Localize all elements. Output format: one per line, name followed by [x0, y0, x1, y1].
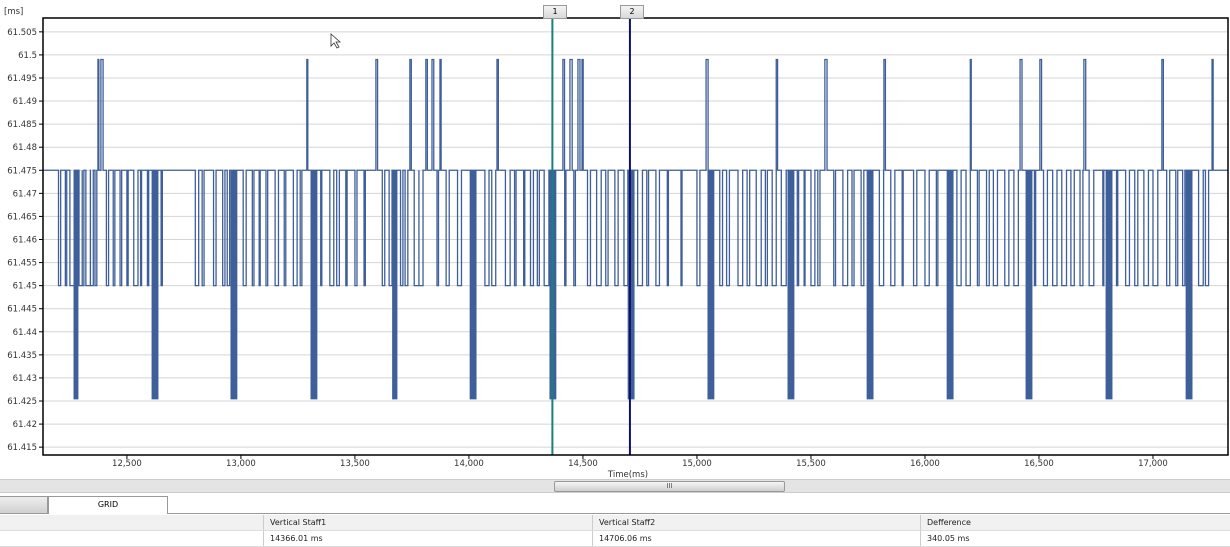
- x-tick-label: 14,000: [454, 459, 484, 469]
- y-tick-label: 61.46: [13, 235, 37, 245]
- cursor-1-handle[interactable]: 1: [543, 5, 567, 19]
- y-tick-label: 61.49: [13, 97, 37, 107]
- header-blank: [0, 515, 6, 530]
- grid-header-row: Vertical Staff1 Vertical Staff2 Defferen…: [0, 515, 1230, 531]
- header-vertical-staff2[interactable]: Vertical Staff2: [592, 515, 655, 530]
- y-tick-label: 61.475: [7, 166, 37, 176]
- x-tick-label: 15,000: [682, 459, 712, 469]
- y-tick-label: 61.5: [18, 51, 37, 61]
- scroll-thumb[interactable]: III: [554, 481, 785, 492]
- y-tick-label: 61.44: [13, 328, 37, 338]
- tab-previous[interactable]: [0, 496, 48, 514]
- x-tick-label: 16,000: [910, 459, 940, 469]
- y-tick-label: 61.445: [7, 305, 37, 315]
- x-tick-label: 17,000: [1138, 459, 1168, 469]
- horizontal-scrollbar[interactable]: III: [0, 479, 1230, 493]
- y-tick-label: 61.43: [13, 374, 37, 384]
- y-tick-label: 61.465: [7, 212, 37, 222]
- cursor-grid: Vertical Staff1 Vertical Staff2 Defferen…: [0, 515, 1230, 547]
- grid-row[interactable]: 14366.01 ms 14706.06 ms 340.05 ms: [0, 531, 1230, 547]
- cell-difference: 340.05 ms: [920, 531, 970, 546]
- cursor-2-handle[interactable]: 2: [620, 5, 644, 19]
- y-tick-label: 61.505: [7, 28, 37, 38]
- x-tick-label: 13,500: [340, 459, 370, 469]
- y-tick-label: 61.455: [7, 259, 37, 269]
- y-tick-label: 61.42: [13, 420, 37, 430]
- y-tick-label: 61.425: [7, 397, 37, 407]
- y-tick-label: 61.48: [13, 143, 37, 153]
- x-axis-label: Time(ms): [607, 470, 648, 478]
- x-tick-label: 14,500: [568, 459, 598, 469]
- plot-frame: [42, 17, 1229, 456]
- y-axis-label: [ms]: [4, 7, 23, 17]
- chart[interactable]: 61.505 61.5 61.495 61.49 61.485 61.48 61.475 61…: [0, 0, 1230, 478]
- cell-vertical-staff2: 14706.06 ms: [592, 531, 652, 546]
- cell-vertical-staff1: 14366.01 ms: [263, 531, 323, 546]
- mouse-cursor-icon: [330, 33, 342, 49]
- cell-blank: [0, 531, 6, 546]
- y-tick-label: 61.495: [7, 74, 37, 84]
- x-tick-label: 15,500: [796, 459, 826, 469]
- tab-grid[interactable]: GRID: [48, 496, 168, 514]
- x-tick-label: 13,000: [226, 459, 256, 469]
- header-vertical-staff1[interactable]: Vertical Staff1: [263, 515, 326, 530]
- header-difference[interactable]: Defference: [920, 515, 971, 530]
- tab-strip: GRID: [0, 494, 1230, 514]
- x-tick-label: 12,500: [112, 459, 142, 469]
- y-tick-label: 61.485: [7, 120, 37, 130]
- x-tick-label: 16,500: [1024, 459, 1054, 469]
- y-tick-label: 61.47: [13, 189, 37, 199]
- series-line: [43, 58, 1228, 400]
- y-tick-label: 61.435: [7, 351, 37, 361]
- y-tick-label: 61.45: [13, 282, 37, 292]
- y-tick-label: 61.415: [7, 443, 37, 453]
